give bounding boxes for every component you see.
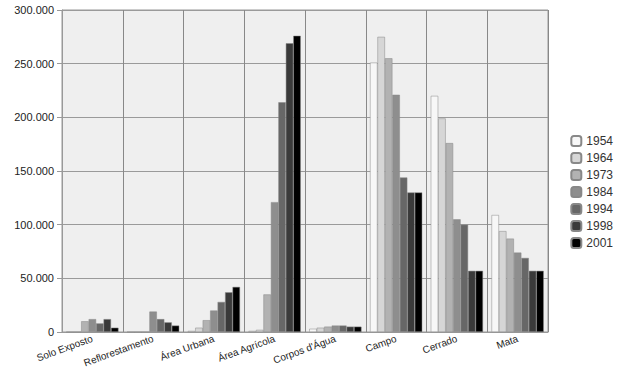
svg-text:Cerrado: Cerrado (421, 333, 459, 356)
svg-text:200.000: 200.000 (14, 111, 54, 123)
svg-text:100.000: 100.000 (14, 219, 54, 231)
svg-text:1964: 1964 (586, 151, 613, 165)
svg-text:250.000: 250.000 (14, 58, 54, 70)
svg-text:Corpos d'Água: Corpos d'Água (271, 332, 337, 366)
svg-text:150.000: 150.000 (14, 165, 54, 177)
svg-text:Área Agrícola: Área Agrícola (216, 332, 277, 364)
svg-text:1998: 1998 (586, 219, 613, 233)
svg-text:0: 0 (48, 326, 54, 338)
svg-text:1954: 1954 (586, 134, 613, 148)
svg-text:300.000: 300.000 (14, 4, 54, 16)
svg-text:1973: 1973 (586, 168, 613, 182)
svg-text:Mata: Mata (495, 333, 520, 351)
svg-text:Reflorestamento: Reflorestamento (82, 333, 155, 369)
svg-text:50.000: 50.000 (20, 272, 54, 284)
svg-text:Solo Exposto: Solo Exposto (35, 332, 95, 364)
svg-text:2001: 2001 (586, 236, 613, 250)
svg-text:1994: 1994 (586, 202, 613, 216)
svg-text:Campo: Campo (364, 333, 398, 355)
svg-text:Área Urbana: Área Urbana (158, 332, 216, 363)
svg-text:1984: 1984 (586, 185, 613, 199)
